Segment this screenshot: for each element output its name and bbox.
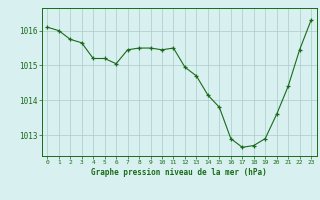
X-axis label: Graphe pression niveau de la mer (hPa): Graphe pression niveau de la mer (hPa) [91, 168, 267, 177]
